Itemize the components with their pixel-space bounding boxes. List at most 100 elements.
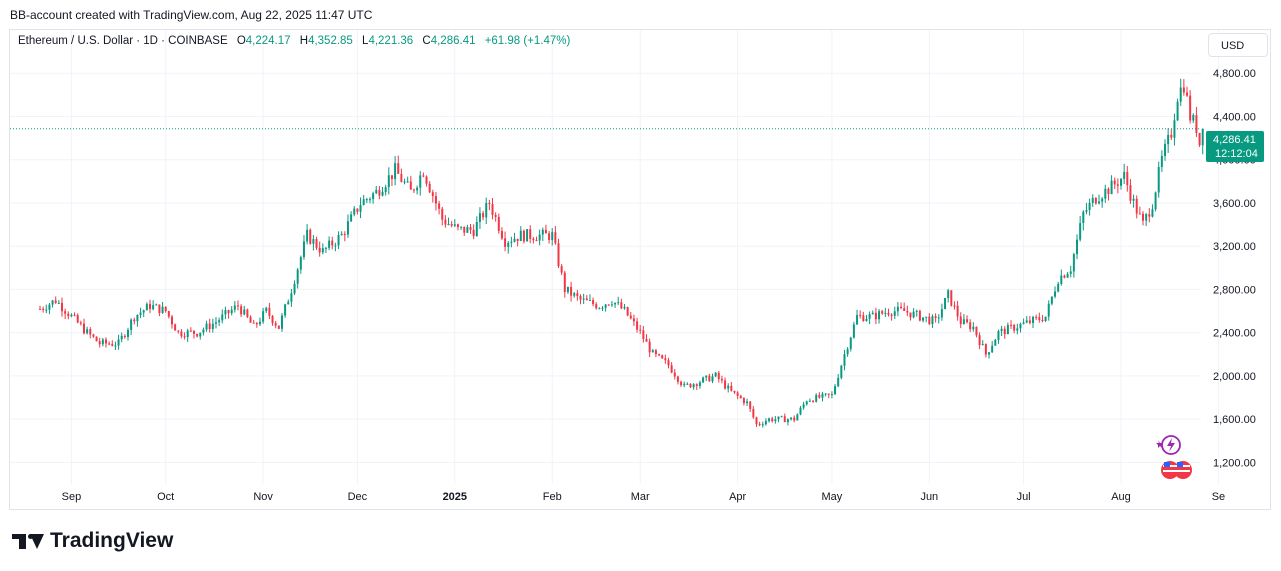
candle — [265, 306, 268, 314]
candle — [837, 374, 840, 388]
candle — [466, 224, 469, 233]
time-axis: Sep Oct Nov Dec 2025 Feb Mar Apr May Jun Jul Aug Se — [62, 491, 1226, 503]
candle — [526, 229, 529, 242]
candle — [922, 317, 925, 323]
candle — [158, 304, 161, 317]
candle — [390, 175, 393, 187]
candle — [1060, 269, 1063, 286]
candle — [359, 197, 362, 219]
candle — [375, 185, 378, 195]
candle — [510, 236, 513, 248]
candle — [903, 302, 906, 312]
candle — [934, 313, 937, 323]
candle — [397, 155, 400, 174]
candle — [365, 197, 368, 204]
candle — [192, 330, 195, 339]
candle — [139, 307, 142, 319]
candle — [607, 304, 610, 306]
candle — [1063, 274, 1066, 279]
candle — [928, 313, 931, 326]
y-tick-label: 1,200.00 — [1213, 457, 1256, 469]
candle — [1006, 322, 1009, 335]
candle — [887, 308, 890, 317]
candle — [450, 220, 453, 228]
candle — [1113, 177, 1116, 190]
candle — [585, 295, 588, 301]
candle — [268, 302, 271, 320]
candle — [843, 349, 846, 371]
candle — [70, 313, 73, 318]
candle — [1085, 202, 1088, 215]
candle — [1091, 194, 1094, 207]
candle — [394, 156, 397, 186]
candle — [771, 416, 774, 423]
candle — [1123, 163, 1126, 184]
symbol-title[interactable]: Ethereum / U.S. Dollar · 1D · COINBASE — [18, 35, 228, 47]
candle — [906, 305, 909, 317]
candle — [183, 332, 186, 340]
candle — [447, 217, 450, 226]
price-tag: 4,286.41 12:12:04 — [1206, 131, 1264, 162]
candle — [1189, 90, 1192, 124]
candle — [243, 305, 246, 316]
us-flag-icon[interactable] — [1161, 461, 1192, 479]
candle — [689, 383, 692, 389]
candle — [573, 291, 576, 298]
candle — [227, 309, 230, 319]
candle — [783, 413, 786, 423]
candle — [768, 417, 771, 423]
candle — [711, 373, 714, 384]
candle — [969, 319, 972, 333]
candle — [984, 343, 987, 358]
candle — [915, 309, 918, 317]
candle — [428, 181, 431, 194]
candle — [670, 362, 673, 374]
candle — [362, 194, 365, 206]
currency-button[interactable]: USD — [1208, 33, 1268, 57]
candle — [1022, 318, 1025, 325]
candle — [324, 246, 327, 254]
candle — [1192, 113, 1195, 124]
candle — [67, 311, 70, 320]
candle — [108, 341, 111, 346]
candle — [978, 332, 981, 350]
candle — [626, 306, 629, 317]
candle — [610, 300, 613, 307]
candle — [805, 400, 808, 406]
candle — [293, 280, 296, 296]
candle — [1154, 191, 1157, 212]
chart-frame[interactable] — [9, 29, 1271, 510]
candle — [579, 294, 582, 305]
candle — [862, 311, 865, 322]
x-tick-label: Se — [1212, 491, 1225, 503]
candle — [994, 338, 997, 346]
candle — [667, 357, 670, 369]
tradingview-brand[interactable]: TradingView — [12, 529, 173, 553]
lightning-icon[interactable] — [1156, 435, 1181, 455]
candle — [900, 302, 903, 310]
candle — [859, 310, 862, 319]
candle — [724, 377, 727, 390]
candle — [604, 303, 607, 312]
candle — [287, 299, 290, 305]
candle — [758, 421, 761, 427]
candle — [328, 236, 331, 251]
candle — [302, 234, 305, 260]
candle — [218, 317, 221, 327]
candle — [1057, 281, 1060, 293]
low-label: L — [362, 35, 369, 47]
candle — [1054, 286, 1057, 299]
candle — [742, 396, 745, 406]
candle — [1076, 234, 1079, 260]
candle — [76, 313, 79, 324]
candle — [368, 197, 371, 204]
candle — [438, 200, 441, 215]
candle — [975, 326, 978, 338]
candle — [786, 418, 789, 426]
candle — [535, 236, 538, 242]
candle — [271, 315, 274, 326]
candle — [1182, 79, 1185, 96]
candle — [582, 293, 585, 304]
candle — [736, 391, 739, 400]
